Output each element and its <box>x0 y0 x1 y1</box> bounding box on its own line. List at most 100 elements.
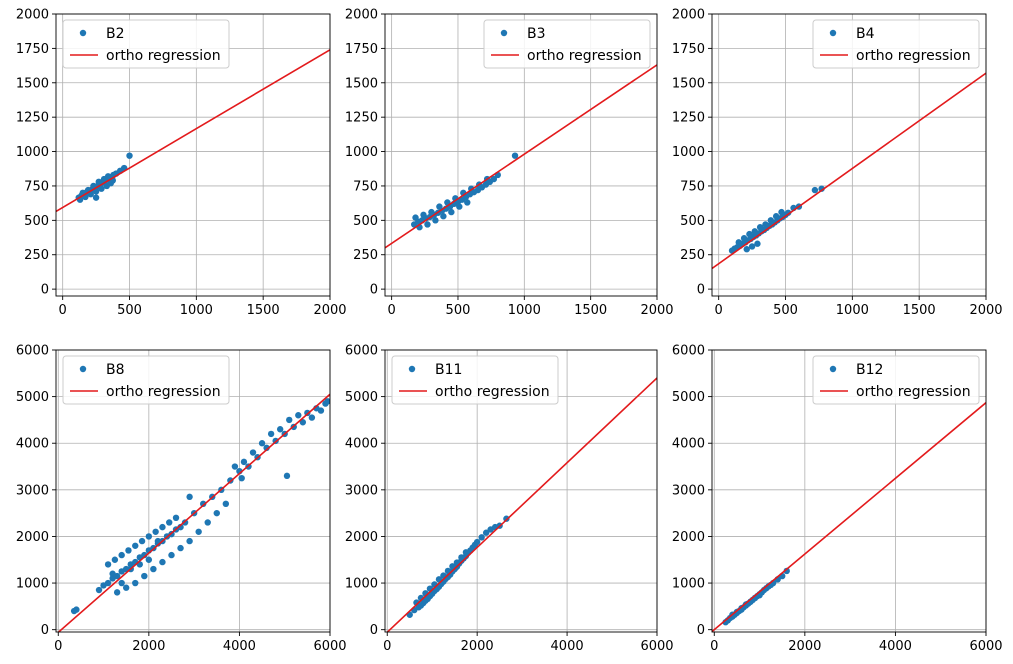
x-tick-label: 2000 <box>132 639 165 654</box>
data-point <box>811 186 819 194</box>
y-tick-label: 750 <box>680 179 705 194</box>
y-tick-label: 2000 <box>672 8 705 23</box>
y-tick-label: 1500 <box>16 76 49 91</box>
y-tick-label: 500 <box>353 214 378 229</box>
y-tick-label: 3000 <box>16 483 49 498</box>
data-point <box>258 440 266 447</box>
data-point <box>109 570 116 577</box>
data-point <box>286 416 293 424</box>
y-tick-label: 1000 <box>672 145 705 160</box>
legend: B8 ortho regression <box>62 355 230 405</box>
y-tick-label: 1500 <box>345 76 378 91</box>
y-tick-label: 1000 <box>672 577 705 592</box>
data-point <box>141 572 148 580</box>
data-point <box>412 214 419 221</box>
data-point <box>448 208 455 216</box>
x-tick-label: 2000 <box>788 639 821 654</box>
data-point <box>322 400 329 407</box>
data-point <box>118 551 125 559</box>
x-tick-label: 1500 <box>903 303 936 318</box>
x-tick-label: 1000 <box>836 303 869 318</box>
regression-line <box>385 64 657 249</box>
regression-line <box>712 402 986 632</box>
x-tick-label: 4000 <box>879 639 912 654</box>
data-point <box>177 544 184 552</box>
y-tick-label: 1000 <box>16 145 49 160</box>
x-tick-label: 0 <box>59 303 67 318</box>
legend-label-line: ortho regression <box>856 48 971 64</box>
data-point <box>283 472 291 480</box>
y-tick-label: 4000 <box>16 437 49 452</box>
data-point <box>113 589 121 596</box>
data-point <box>754 240 761 247</box>
data-point <box>141 551 148 559</box>
legend-label-line: ortho regression <box>106 48 221 64</box>
legend-label-line: ortho regression <box>106 384 221 400</box>
data-point <box>132 579 139 587</box>
y-tick-label: 2000 <box>16 8 49 23</box>
data-point <box>177 523 184 531</box>
chart-panel-bottom-middle: 0 2000 4000 6000 0 1000 2000 3000 4000 5000 6000 B1… <box>345 344 674 655</box>
data-point <box>150 565 157 573</box>
data-point <box>735 239 742 246</box>
plot-area <box>56 49 330 213</box>
data-point <box>746 230 753 238</box>
y-tick-label: 2000 <box>16 530 49 545</box>
legend-box <box>62 355 230 405</box>
x-tick-label: 2000 <box>313 303 346 318</box>
data-point <box>276 426 284 433</box>
y-tick-label: 2000 <box>345 8 378 23</box>
data-point <box>240 458 248 466</box>
y-tick-label: 750 <box>353 179 378 194</box>
x-tick-label: 4000 <box>223 639 256 654</box>
data-point <box>482 529 490 536</box>
data-point <box>159 558 166 566</box>
y-tick-label: 1750 <box>16 42 49 57</box>
data-point <box>478 534 485 541</box>
y-tick-label: 0 <box>41 283 49 298</box>
data-point <box>213 509 220 517</box>
data-point <box>73 606 80 613</box>
data-point <box>299 419 307 426</box>
data-point <box>132 542 139 549</box>
data-point <box>511 152 519 159</box>
data-point <box>267 430 275 438</box>
y-tick-label: 6000 <box>345 344 378 359</box>
legend: B12 ortho regression <box>812 355 980 405</box>
x-tick-label: 1000 <box>508 303 541 318</box>
y-tick-label: 1000 <box>345 145 378 160</box>
data-point <box>168 551 175 559</box>
legend: B4 ortho regression <box>812 19 980 69</box>
data-point <box>111 556 119 563</box>
data-point <box>125 547 132 554</box>
legend-label-points: B4 <box>856 26 875 42</box>
y-tick-label: 1250 <box>16 111 49 126</box>
chart-panel-top-left: 0 500 1000 1500 2000 0 250 500 750 1000 1250 1500 17… <box>16 8 347 319</box>
y-tick-label: 250 <box>24 248 49 263</box>
x-tick-label: 1500 <box>574 303 607 318</box>
data-point <box>428 208 435 216</box>
data-point <box>740 235 748 242</box>
data-point <box>249 449 257 456</box>
chart-panel-top-middle: 0 500 1000 1500 2000 0 250 500 750 1000 1250 1500 17… <box>345 8 674 319</box>
y-tick-label: 5000 <box>672 390 705 405</box>
data-point <box>118 579 125 587</box>
y-tick-label: 250 <box>680 248 705 263</box>
y-tick-label: 2000 <box>345 530 378 545</box>
data-point <box>172 514 180 522</box>
axes-frame <box>384 13 658 297</box>
legend-label-line: ortho regression <box>856 384 971 400</box>
data-point <box>122 584 130 591</box>
plot-area <box>712 402 986 632</box>
x-tick-label: 500 <box>117 303 142 318</box>
y-tick-label: 3000 <box>345 483 378 498</box>
data-point <box>743 246 750 253</box>
y-tick-label: 500 <box>680 214 705 229</box>
legend-label-points: B8 <box>106 362 125 378</box>
y-tick-label: 1000 <box>345 577 378 592</box>
x-tick-label: 2000 <box>969 303 1002 318</box>
data-point <box>231 463 239 470</box>
plot-area <box>385 64 657 249</box>
data-point <box>295 412 302 419</box>
